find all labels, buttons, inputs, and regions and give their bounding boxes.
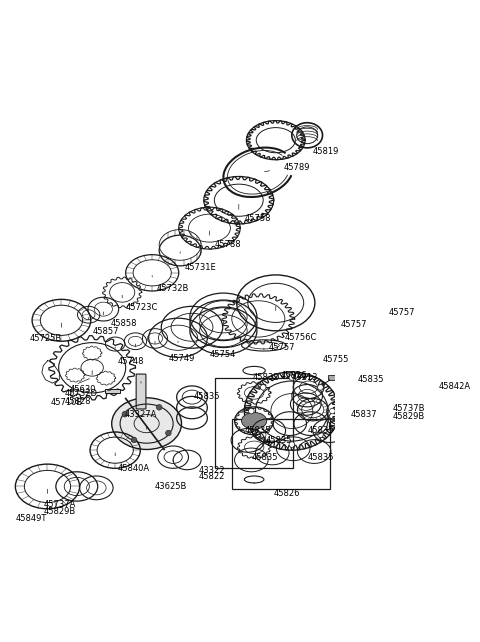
Text: 45725B: 45725B [29,334,61,343]
Bar [105,388,120,393]
Text: 45732B: 45732B [157,284,190,293]
Text: 45829B: 45829B [392,412,425,421]
Text: 45710B: 45710B [50,399,83,408]
Text: 45758: 45758 [244,214,271,223]
Text: 45835: 45835 [194,392,221,401]
Circle shape [330,408,335,414]
FancyBboxPatch shape [136,374,146,409]
Circle shape [261,385,266,390]
Text: 45835: 45835 [307,453,334,462]
Text: 45826: 45826 [274,489,300,498]
Circle shape [122,412,128,417]
Circle shape [289,375,295,380]
Text: 45630: 45630 [70,385,96,394]
Text: 45757: 45757 [269,343,295,352]
Text: 45835: 45835 [244,426,271,435]
Text: 45840A: 45840A [117,464,149,473]
Circle shape [131,437,137,443]
Text: 45849T: 45849T [15,514,47,523]
Text: 45819: 45819 [313,147,339,156]
Text: 45723C: 45723C [126,303,158,312]
Text: 45748: 45748 [117,356,144,365]
Text: 45835: 45835 [265,436,292,445]
Text: 45788: 45788 [215,240,241,249]
Circle shape [318,385,323,390]
Text: 45832: 45832 [253,374,279,383]
Ellipse shape [112,398,181,449]
Text: 45789: 45789 [284,163,310,172]
Text: 45835: 45835 [307,426,334,435]
Text: 43625B: 43625B [155,482,187,491]
Bar [328,375,336,380]
Circle shape [156,404,162,410]
Text: 45737A: 45737A [43,500,76,509]
Bar [232,419,330,489]
Text: 45732D: 45732D [64,388,97,398]
Text: 45835: 45835 [252,453,278,462]
Text: 45757: 45757 [388,308,415,317]
Circle shape [261,432,266,438]
Text: 45842A: 45842A [438,382,470,391]
Circle shape [166,430,171,436]
Text: 45757: 45757 [341,320,367,329]
Text: 45749: 45749 [169,354,195,363]
Text: 45755: 45755 [323,355,349,364]
Text: 43322: 43322 [199,465,226,474]
Text: 45858: 45858 [110,319,137,328]
Text: 43213: 43213 [292,374,318,383]
Text: 45837: 45837 [350,410,377,419]
Ellipse shape [241,412,267,429]
Text: 45826: 45826 [281,370,307,379]
Text: 45857: 45857 [92,327,119,336]
Text: 45828: 45828 [64,397,91,406]
Text: 43327A: 43327A [124,410,156,419]
Text: 45737B: 45737B [392,404,425,413]
Circle shape [249,408,254,414]
Text: 45822: 45822 [199,473,225,482]
Circle shape [289,442,295,447]
Text: 45835: 45835 [358,375,384,384]
Text: 45754: 45754 [209,350,236,359]
Circle shape [318,432,323,438]
Text: 45756C: 45756C [285,333,317,342]
Bar [215,377,293,468]
Text: 45731E: 45731E [185,263,217,272]
Text: 45829B: 45829B [43,507,75,516]
